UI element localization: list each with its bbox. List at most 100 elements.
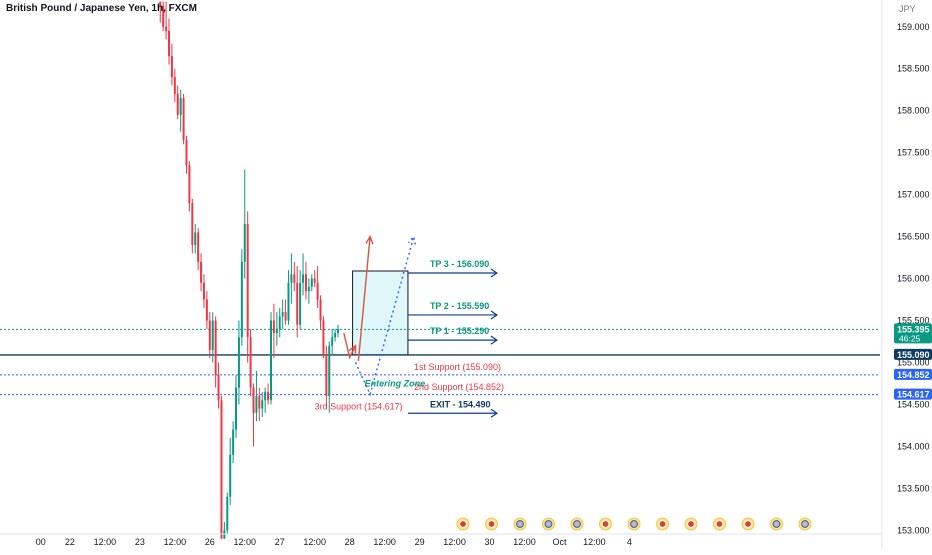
candle-body bbox=[165, 26, 168, 31]
candle-body bbox=[281, 312, 284, 317]
x-tick-label: 30 bbox=[485, 537, 495, 547]
event-red-icon bbox=[687, 520, 695, 528]
x-tick-label: 12:00 bbox=[513, 537, 536, 547]
scenario-up-path bbox=[357, 236, 371, 361]
candle-body bbox=[334, 333, 337, 338]
price-badge bbox=[894, 388, 932, 400]
candle-body bbox=[255, 396, 258, 413]
candle-body bbox=[328, 345, 331, 397]
profit-zone bbox=[352, 270, 409, 356]
x-tick-label: 4 bbox=[627, 537, 632, 547]
candle-body bbox=[302, 274, 305, 283]
x-tick-label: 28 bbox=[345, 537, 355, 547]
events-layer bbox=[456, 517, 812, 531]
price-badge bbox=[894, 323, 932, 344]
y-tick-label: 154.000 bbox=[897, 441, 930, 451]
event-red-icon bbox=[601, 520, 610, 528]
price-badge-label: 155.090 bbox=[897, 350, 930, 360]
scenario-dip-arrowhead bbox=[348, 344, 357, 354]
annotation-label: Entering Zone bbox=[365, 378, 426, 388]
y-tick-label: 153.000 bbox=[897, 525, 930, 535]
candle-body bbox=[179, 98, 182, 115]
countdown-label: 46:25 bbox=[899, 333, 921, 343]
candle-body bbox=[229, 454, 232, 497]
candle-body bbox=[159, 1, 162, 6]
candle-body bbox=[319, 299, 322, 321]
candle-body bbox=[293, 274, 296, 283]
event-flag-icon bbox=[573, 520, 581, 528]
candle-body bbox=[176, 93, 179, 115]
candle-body bbox=[275, 328, 278, 334]
annotation-label: 3rd Support (154.617) bbox=[315, 402, 403, 412]
price-badge-label: 154.617 bbox=[897, 390, 930, 400]
annotation-label: TP 1 - 155.290 bbox=[430, 326, 489, 336]
candle-body bbox=[290, 274, 293, 283]
candle-body bbox=[197, 232, 200, 262]
y-tick-label: 154.500 bbox=[897, 399, 930, 409]
scenario-paths-layer bbox=[343, 234, 416, 397]
candle-body bbox=[205, 299, 208, 321]
annotation-label: 2nd Support (154.852) bbox=[414, 382, 504, 392]
candle-body bbox=[313, 278, 316, 283]
candle-body bbox=[267, 391, 270, 401]
candle-body bbox=[235, 387, 238, 430]
x-tick-label: 29 bbox=[415, 537, 425, 547]
candle-body bbox=[296, 282, 299, 325]
candle-body bbox=[223, 530, 226, 539]
annotations-layer: TP 3 - 156.090 TP 2 - 155.590 TP 1 - 155.2… bbox=[315, 259, 504, 418]
scenario-dotted-path bbox=[354, 236, 415, 397]
candle-body bbox=[240, 261, 243, 338]
tp-arrow-head bbox=[490, 310, 499, 320]
x-tick-label: 12:00 bbox=[234, 537, 257, 547]
x-tick-label: Oct bbox=[552, 537, 567, 547]
candle-body bbox=[307, 286, 310, 292]
event-red-icon bbox=[715, 520, 724, 528]
candle-body bbox=[249, 337, 252, 388]
candle-body bbox=[194, 232, 197, 245]
y-tick-label: 158.500 bbox=[897, 64, 930, 74]
x-tick-label: 00 bbox=[36, 537, 46, 547]
x-tick-label: 27 bbox=[275, 537, 285, 547]
candle-body bbox=[188, 165, 191, 204]
y-tick-label: 156.000 bbox=[897, 274, 930, 284]
price-badge bbox=[894, 348, 932, 360]
candle-body bbox=[232, 429, 235, 455]
candles-layer bbox=[159, 1, 340, 539]
zones-layer bbox=[352, 270, 409, 356]
candle-body bbox=[284, 312, 287, 321]
exit-arrow-head bbox=[490, 408, 499, 418]
candle-body bbox=[304, 274, 307, 292]
y-tick-label: 158.000 bbox=[897, 106, 930, 116]
x-tick-label: 26 bbox=[205, 537, 215, 547]
y-tick-label: 155.000 bbox=[897, 357, 930, 367]
x-tick-label: 23 bbox=[135, 537, 145, 547]
x-tick-label: 12:00 bbox=[164, 537, 187, 547]
event-flag-icon bbox=[516, 520, 524, 528]
candle-body bbox=[325, 354, 328, 397]
tp-arrow-head bbox=[490, 335, 499, 345]
candle-body bbox=[173, 77, 176, 94]
candle-body bbox=[168, 30, 171, 57]
candle-body bbox=[272, 320, 275, 334]
event-flag-icon bbox=[544, 520, 553, 528]
event-flag-icon bbox=[772, 520, 781, 528]
chart-title: British Pound / Japanese Yen, 1h, FXCM bbox=[6, 3, 197, 14]
candle-body bbox=[182, 98, 185, 141]
candle-body bbox=[217, 375, 220, 401]
annotation-label: TP 2 - 155.590 bbox=[430, 301, 489, 311]
candle-body bbox=[202, 282, 205, 300]
candle-body bbox=[200, 261, 203, 283]
candle-body bbox=[220, 400, 223, 539]
scenario-dip-path bbox=[343, 332, 357, 360]
price-lines-layer bbox=[0, 328, 880, 396]
x-tick-label: 12:00 bbox=[373, 537, 396, 547]
event-red-icon bbox=[459, 520, 467, 528]
y-tick-label: 153.500 bbox=[897, 483, 930, 493]
y-tick-label: 157.000 bbox=[897, 190, 930, 200]
candle-body bbox=[337, 328, 340, 334]
candle-body bbox=[269, 320, 272, 401]
x-tick-label: 12:00 bbox=[94, 537, 117, 547]
price-badge-label: 154.852 bbox=[897, 370, 930, 380]
